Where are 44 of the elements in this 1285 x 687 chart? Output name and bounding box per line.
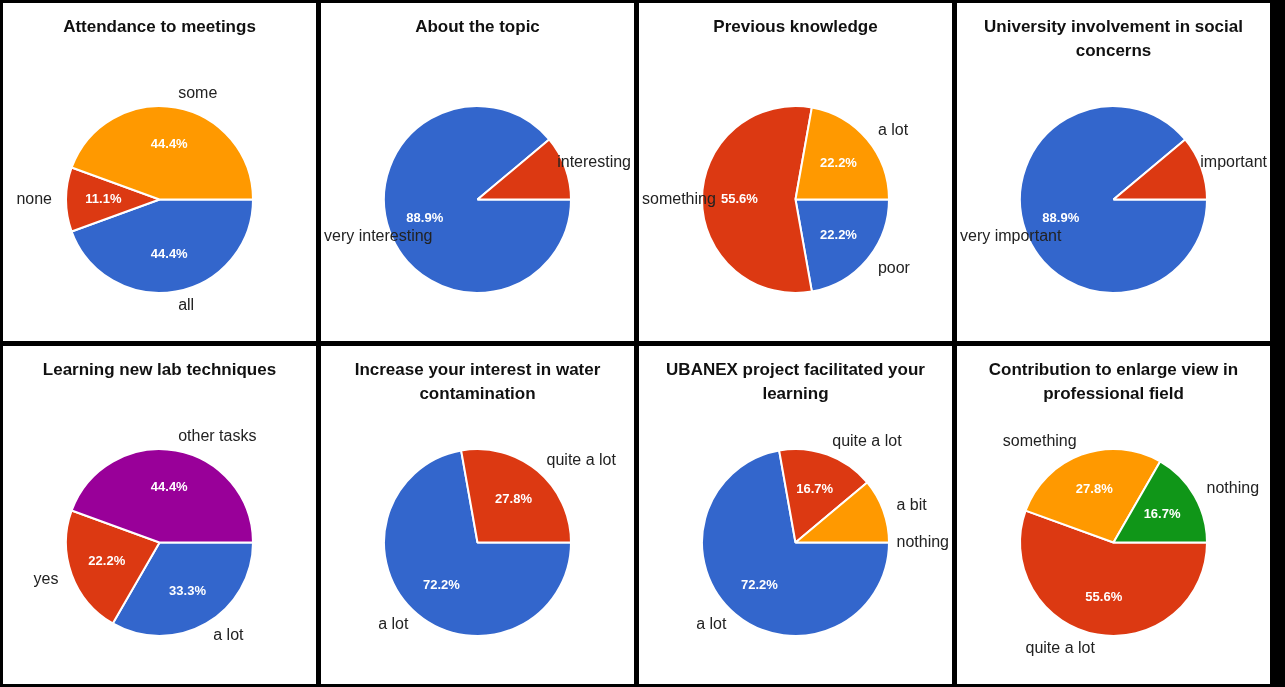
- slice-label: a lot: [877, 120, 909, 138]
- data-label: 72.2%: [741, 577, 779, 593]
- slice-label: other tasks: [178, 427, 257, 445]
- data-label: 16.7%: [796, 481, 834, 497]
- data-label: 22.2%: [820, 227, 858, 243]
- data-label: 22.2%: [820, 155, 858, 171]
- slice-label: quite a lot: [1025, 638, 1096, 656]
- slice-label: something: [1002, 431, 1077, 449]
- data-label: 22.2%: [88, 553, 126, 569]
- slice-label: a bit: [896, 496, 928, 514]
- chart-title: Attendance to meetings: [62, 16, 257, 38]
- slice-label: important: [1200, 153, 1268, 171]
- slice-label: none: [16, 189, 53, 207]
- data-label: 55.6%: [1085, 589, 1123, 605]
- chart-title: About the topic: [414, 16, 541, 38]
- slice-label: quite a lot: [546, 450, 617, 468]
- data-label: 88.9%: [1042, 210, 1080, 226]
- slice-label: nothing: [1206, 479, 1260, 497]
- data-label: 44.4%: [150, 478, 189, 494]
- slice-label: quite a lot: [832, 431, 903, 449]
- data-label: 88.9%: [406, 210, 444, 226]
- chart-title: University involvement in social concerns: [983, 16, 1244, 61]
- data-label: 33.3%: [169, 582, 207, 598]
- data-label: 11.1%: [85, 191, 122, 207]
- data-label: 16.7%: [1143, 506, 1181, 521]
- slice-label: yes: [33, 569, 59, 587]
- chart-title: Previous knowledge: [712, 16, 879, 38]
- slice-label: some: [178, 84, 218, 102]
- chart-title: Learning new lab techniques: [41, 359, 278, 381]
- slice-label: all: [178, 295, 195, 313]
- data-label: 55.6%: [720, 191, 759, 207]
- slice-label: a lot: [213, 626, 245, 643]
- slice-label: a lot: [378, 615, 410, 633]
- data-label: 27.8%: [1075, 481, 1114, 497]
- chart-title: UBANEX project facilitated your learning: [665, 359, 926, 404]
- category-label: nothing: [896, 532, 950, 550]
- data-label: 44.4%: [150, 135, 189, 151]
- slice-label: poor: [877, 258, 911, 276]
- data-label: 27.8%: [495, 491, 533, 507]
- data-label: 44.4%: [150, 246, 189, 262]
- data-label: 72.2%: [423, 577, 461, 593]
- chart-title: Increase your interest in water contamination: [353, 359, 602, 404]
- slice-label: a lot: [696, 615, 728, 633]
- chart-title: Contribution to enlarge view in professional field: [987, 359, 1240, 404]
